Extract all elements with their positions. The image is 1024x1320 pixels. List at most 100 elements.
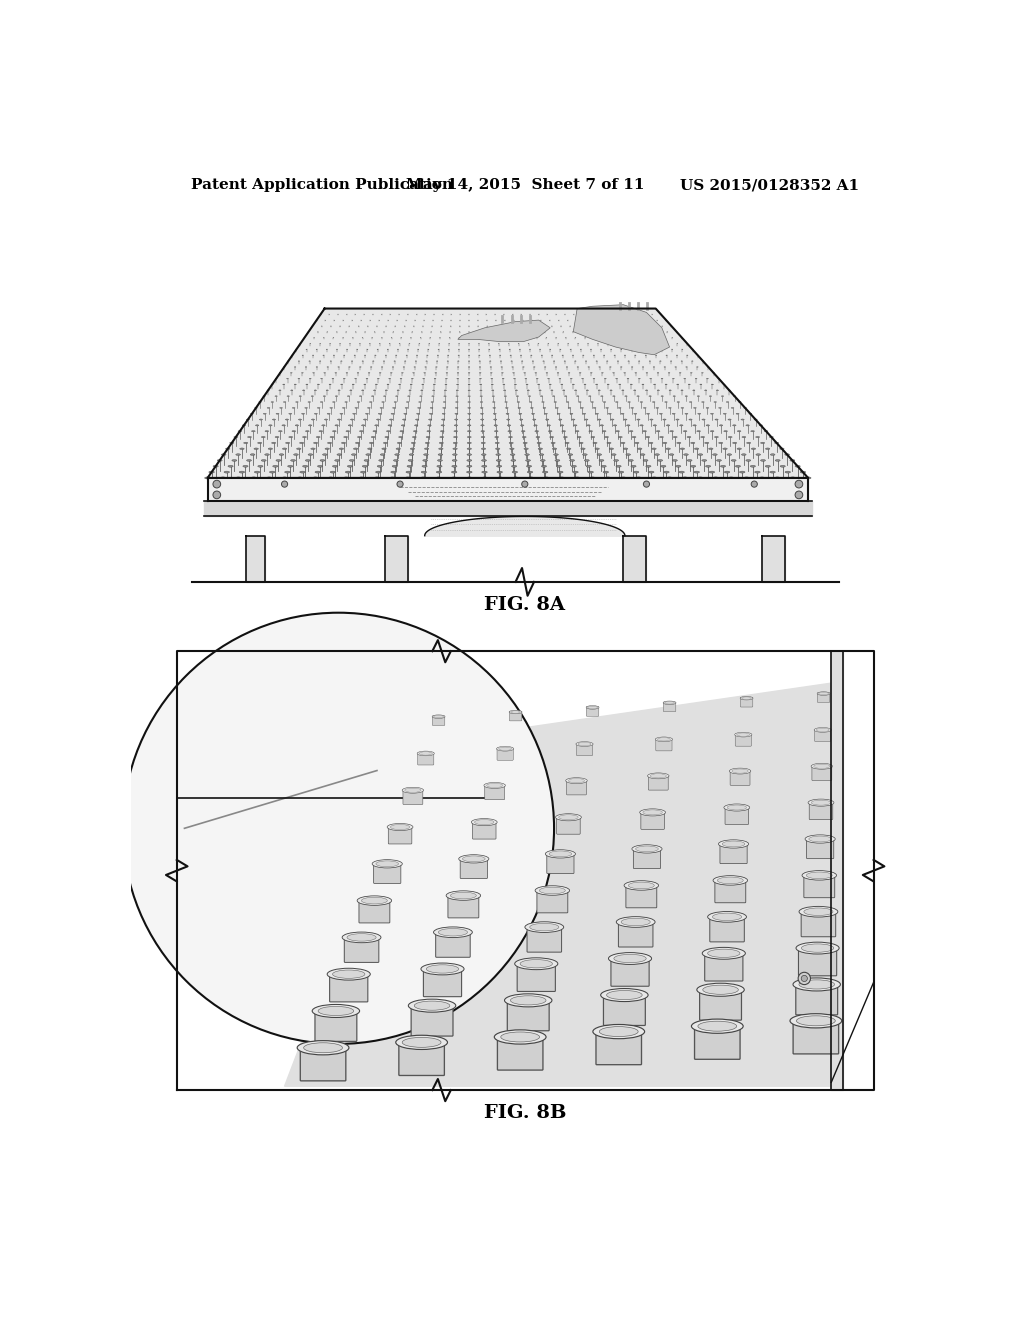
- Ellipse shape: [433, 927, 472, 937]
- Ellipse shape: [377, 466, 382, 467]
- Ellipse shape: [585, 459, 589, 461]
- Ellipse shape: [743, 477, 750, 479]
- Ellipse shape: [724, 471, 730, 473]
- Ellipse shape: [467, 442, 471, 444]
- Ellipse shape: [814, 727, 831, 733]
- Ellipse shape: [337, 454, 342, 455]
- Ellipse shape: [272, 466, 278, 467]
- Ellipse shape: [613, 954, 646, 962]
- Ellipse shape: [415, 1001, 450, 1010]
- Ellipse shape: [746, 442, 751, 444]
- Ellipse shape: [711, 430, 714, 432]
- Ellipse shape: [646, 437, 650, 438]
- Ellipse shape: [569, 459, 574, 461]
- Ellipse shape: [540, 454, 544, 455]
- Ellipse shape: [509, 442, 513, 444]
- Ellipse shape: [402, 1038, 441, 1047]
- Ellipse shape: [528, 477, 534, 479]
- Ellipse shape: [795, 466, 801, 467]
- Ellipse shape: [453, 454, 457, 455]
- Ellipse shape: [663, 442, 667, 444]
- Ellipse shape: [705, 442, 709, 444]
- FancyBboxPatch shape: [566, 780, 587, 795]
- Ellipse shape: [258, 466, 263, 467]
- Ellipse shape: [452, 471, 457, 473]
- Ellipse shape: [622, 919, 650, 925]
- FancyBboxPatch shape: [730, 771, 750, 785]
- Circle shape: [282, 480, 288, 487]
- Ellipse shape: [423, 459, 428, 461]
- Ellipse shape: [467, 447, 471, 450]
- Ellipse shape: [302, 466, 308, 467]
- Ellipse shape: [512, 471, 517, 473]
- Ellipse shape: [799, 907, 838, 917]
- Ellipse shape: [683, 430, 687, 432]
- Ellipse shape: [497, 466, 502, 467]
- Ellipse shape: [819, 692, 828, 694]
- Ellipse shape: [811, 800, 830, 805]
- Ellipse shape: [271, 442, 275, 444]
- Ellipse shape: [286, 442, 290, 444]
- Ellipse shape: [732, 770, 749, 774]
- Text: US 2015/0128352 A1: US 2015/0128352 A1: [680, 178, 859, 193]
- Ellipse shape: [366, 454, 371, 455]
- Ellipse shape: [393, 459, 398, 461]
- Ellipse shape: [302, 437, 306, 438]
- Ellipse shape: [391, 471, 396, 473]
- FancyBboxPatch shape: [547, 853, 574, 874]
- Ellipse shape: [713, 454, 717, 455]
- Ellipse shape: [397, 442, 401, 444]
- Ellipse shape: [790, 459, 795, 461]
- Ellipse shape: [333, 430, 336, 432]
- Ellipse shape: [521, 430, 525, 432]
- Ellipse shape: [312, 1005, 359, 1018]
- FancyBboxPatch shape: [603, 994, 645, 1026]
- Circle shape: [795, 480, 803, 488]
- Ellipse shape: [710, 471, 715, 473]
- Ellipse shape: [593, 442, 597, 444]
- Ellipse shape: [347, 466, 352, 467]
- Ellipse shape: [382, 447, 386, 450]
- Ellipse shape: [471, 818, 498, 826]
- Ellipse shape: [756, 454, 761, 455]
- Ellipse shape: [275, 459, 281, 461]
- Ellipse shape: [459, 854, 488, 863]
- Ellipse shape: [722, 841, 744, 847]
- Ellipse shape: [621, 442, 625, 444]
- Ellipse shape: [221, 454, 226, 455]
- FancyBboxPatch shape: [725, 807, 749, 825]
- Ellipse shape: [419, 752, 432, 755]
- Ellipse shape: [770, 471, 775, 473]
- Ellipse shape: [240, 471, 245, 473]
- FancyBboxPatch shape: [641, 812, 665, 829]
- Ellipse shape: [376, 471, 381, 473]
- FancyBboxPatch shape: [611, 958, 649, 986]
- Ellipse shape: [228, 466, 233, 467]
- Ellipse shape: [481, 471, 487, 473]
- Ellipse shape: [437, 459, 442, 461]
- Ellipse shape: [677, 442, 681, 444]
- Ellipse shape: [515, 958, 558, 970]
- Polygon shape: [204, 502, 812, 516]
- Ellipse shape: [417, 751, 434, 756]
- Ellipse shape: [766, 447, 770, 450]
- Ellipse shape: [496, 454, 501, 455]
- Ellipse shape: [723, 447, 727, 450]
- Ellipse shape: [708, 912, 746, 923]
- Circle shape: [795, 491, 803, 499]
- Ellipse shape: [698, 1022, 736, 1031]
- Ellipse shape: [665, 701, 675, 704]
- Ellipse shape: [282, 477, 288, 479]
- FancyBboxPatch shape: [799, 948, 837, 975]
- Ellipse shape: [605, 477, 611, 479]
- Ellipse shape: [386, 430, 390, 432]
- Ellipse shape: [510, 454, 515, 455]
- Text: FIG. 8B: FIG. 8B: [483, 1105, 566, 1122]
- Ellipse shape: [426, 437, 430, 438]
- Ellipse shape: [383, 442, 387, 444]
- Ellipse shape: [279, 430, 283, 432]
- FancyBboxPatch shape: [735, 734, 752, 746]
- Ellipse shape: [357, 437, 361, 438]
- Ellipse shape: [240, 447, 244, 450]
- Ellipse shape: [308, 454, 312, 455]
